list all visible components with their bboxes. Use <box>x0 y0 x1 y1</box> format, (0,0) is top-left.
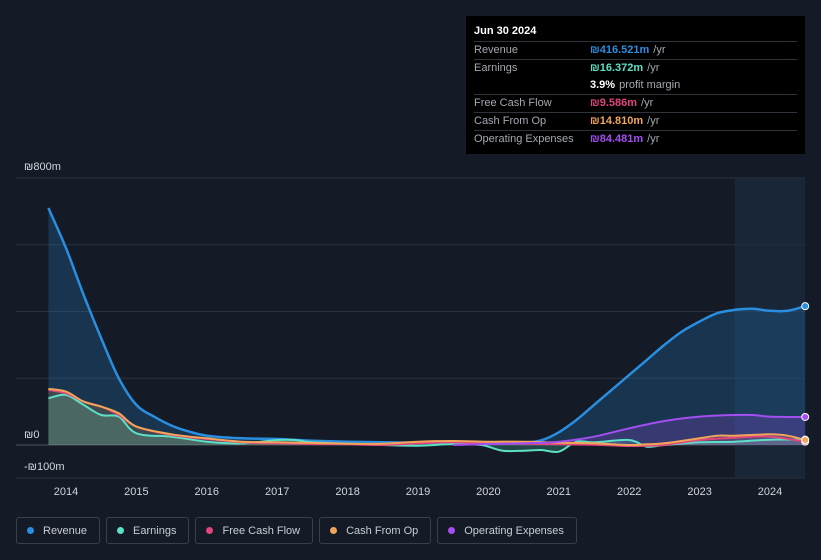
x-tick-label: 2018 <box>335 486 359 498</box>
legend-label: Free Cash Flow <box>222 524 301 537</box>
tooltip-row-unit: /yr <box>647 115 660 127</box>
revenue-endpoint <box>801 302 810 311</box>
tooltip-row-label <box>474 77 590 94</box>
x-tick-label: 2021 <box>547 486 571 498</box>
legend-dot-icon <box>117 527 125 534</box>
legend-dot-icon <box>330 527 338 534</box>
legend-label: Cash From Op <box>346 524 419 537</box>
legend-label: Operating Expenses <box>464 524 564 537</box>
chart-legend: Revenue Earnings Free Cash Flow Cash From O… <box>16 517 577 544</box>
tooltip-date: Jun 30 2024 <box>474 25 537 37</box>
tooltip-row-label: Revenue <box>474 44 519 56</box>
tooltip-row: Earnings ₪16.372m/yr <box>474 59 797 77</box>
tooltip-row: 3.9% profit margin <box>474 77 797 94</box>
tooltip-row: Operating Expenses ₪84.481m/yr <box>474 130 797 148</box>
x-tick-label: 2023 <box>687 486 711 498</box>
x-axis-ticks: 2014 2015 2016 2017 2018 2019 2020 2021 2022 2023… <box>54 486 782 498</box>
x-tick-label: 2022 <box>617 486 641 498</box>
cash-from-op-area <box>48 388 806 446</box>
y-axis-bottom-label: -₪100m <box>24 461 65 473</box>
y-axis-zero-label: ₪0 <box>24 429 39 441</box>
tooltip-row-unit: /yr <box>647 62 660 74</box>
legend-label: Earnings <box>133 524 177 537</box>
series-lines <box>47 207 806 454</box>
x-tick-label: 2015 <box>124 486 148 498</box>
x-tick-label: 2014 <box>54 486 78 498</box>
legend-dot-icon <box>448 527 456 534</box>
tooltip-row-unit: /yr <box>653 44 666 56</box>
tooltip-row-label: Earnings <box>474 62 518 74</box>
legend-dot-icon <box>27 527 34 534</box>
tooltip-row-value: ₪14.810m <box>590 115 644 127</box>
x-tick-label: 2019 <box>406 486 430 498</box>
legend-dot-icon <box>206 527 214 534</box>
tooltip-row-unit: /yr <box>647 133 660 145</box>
recent-period-highlight <box>734 178 805 478</box>
tooltip-row-label: Operating Expenses <box>474 133 574 145</box>
data-tooltip: Jun 30 2024 Revenue ₪416.521m/yr Earnings ₪… <box>466 16 805 154</box>
x-tick-label: 2017 <box>265 486 289 498</box>
cash-from-op-endpoint <box>801 435 810 444</box>
earnings-line <box>48 393 806 454</box>
free-cash-flow-line <box>48 388 806 448</box>
legend-item-cash-from-op[interactable]: Cash From Op <box>319 517 432 544</box>
tooltip-row: Free Cash Flow ₪9.586m/yr <box>474 94 797 112</box>
x-tick-label: 2024 <box>758 486 782 498</box>
operating-expenses-endpoint <box>801 412 810 421</box>
tooltip-row-value: 3.9% <box>590 79 616 91</box>
operating-expenses-line <box>453 413 806 446</box>
cash-from-op-line <box>48 387 806 447</box>
tooltip-row-unit: /yr <box>641 97 654 109</box>
y-axis-top-label: ₪800m <box>24 161 61 173</box>
x-tick-label: 2016 <box>195 486 219 498</box>
tooltip-row-value: ₪84.481m <box>590 133 644 145</box>
operating-expenses-area <box>453 414 806 445</box>
tooltip-row: Revenue ₪416.521m/yr <box>474 41 797 59</box>
legend-item-operating-expenses[interactable]: Operating Expenses <box>437 517 577 544</box>
tooltip-row: Cash From Op ₪14.810m/yr <box>474 112 797 130</box>
legend-item-earnings[interactable]: Earnings <box>106 517 190 544</box>
tooltip-row-label: Free Cash Flow <box>474 97 552 109</box>
tooltip-row-value: ₪416.521m <box>590 44 650 56</box>
legend-item-revenue[interactable]: Revenue <box>16 517 101 544</box>
legend-label: Revenue <box>43 524 88 537</box>
series-endpoints <box>801 302 810 446</box>
tooltip-row-unit: profit margin <box>619 79 681 91</box>
tooltip-row-value: ₪9.586m <box>590 97 638 109</box>
legend-item-free-cash-flow[interactable]: Free Cash Flow <box>195 517 314 544</box>
x-tick-label: 2020 <box>476 486 500 498</box>
tooltip-row-label: Cash From Op <box>474 115 547 127</box>
tooltip-row-value: ₪16.372m <box>590 62 644 74</box>
